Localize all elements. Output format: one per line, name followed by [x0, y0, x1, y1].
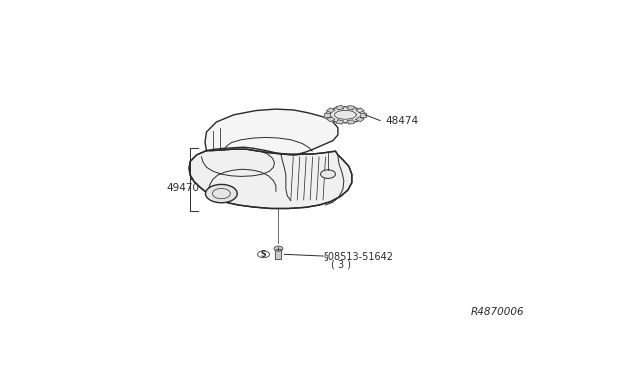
Polygon shape [336, 120, 344, 124]
Polygon shape [205, 109, 338, 154]
Polygon shape [275, 249, 282, 260]
Circle shape [205, 185, 237, 203]
Circle shape [274, 246, 283, 251]
Polygon shape [189, 149, 352, 208]
Polygon shape [324, 113, 330, 116]
Polygon shape [189, 149, 352, 208]
Text: 49470: 49470 [167, 183, 200, 193]
Polygon shape [326, 108, 335, 113]
Polygon shape [326, 107, 365, 123]
Text: S: S [261, 250, 266, 259]
Polygon shape [360, 113, 366, 116]
Polygon shape [347, 106, 355, 110]
Text: 48474: 48474 [385, 116, 418, 125]
Polygon shape [356, 117, 364, 122]
Polygon shape [347, 120, 355, 124]
Text: R4870006: R4870006 [470, 308, 524, 317]
Text: ( 3 ): ( 3 ) [331, 259, 351, 269]
Polygon shape [356, 108, 364, 113]
Polygon shape [336, 106, 344, 110]
Polygon shape [326, 117, 335, 122]
Text: §08513-51642: §08513-51642 [324, 251, 394, 261]
Circle shape [321, 170, 335, 179]
